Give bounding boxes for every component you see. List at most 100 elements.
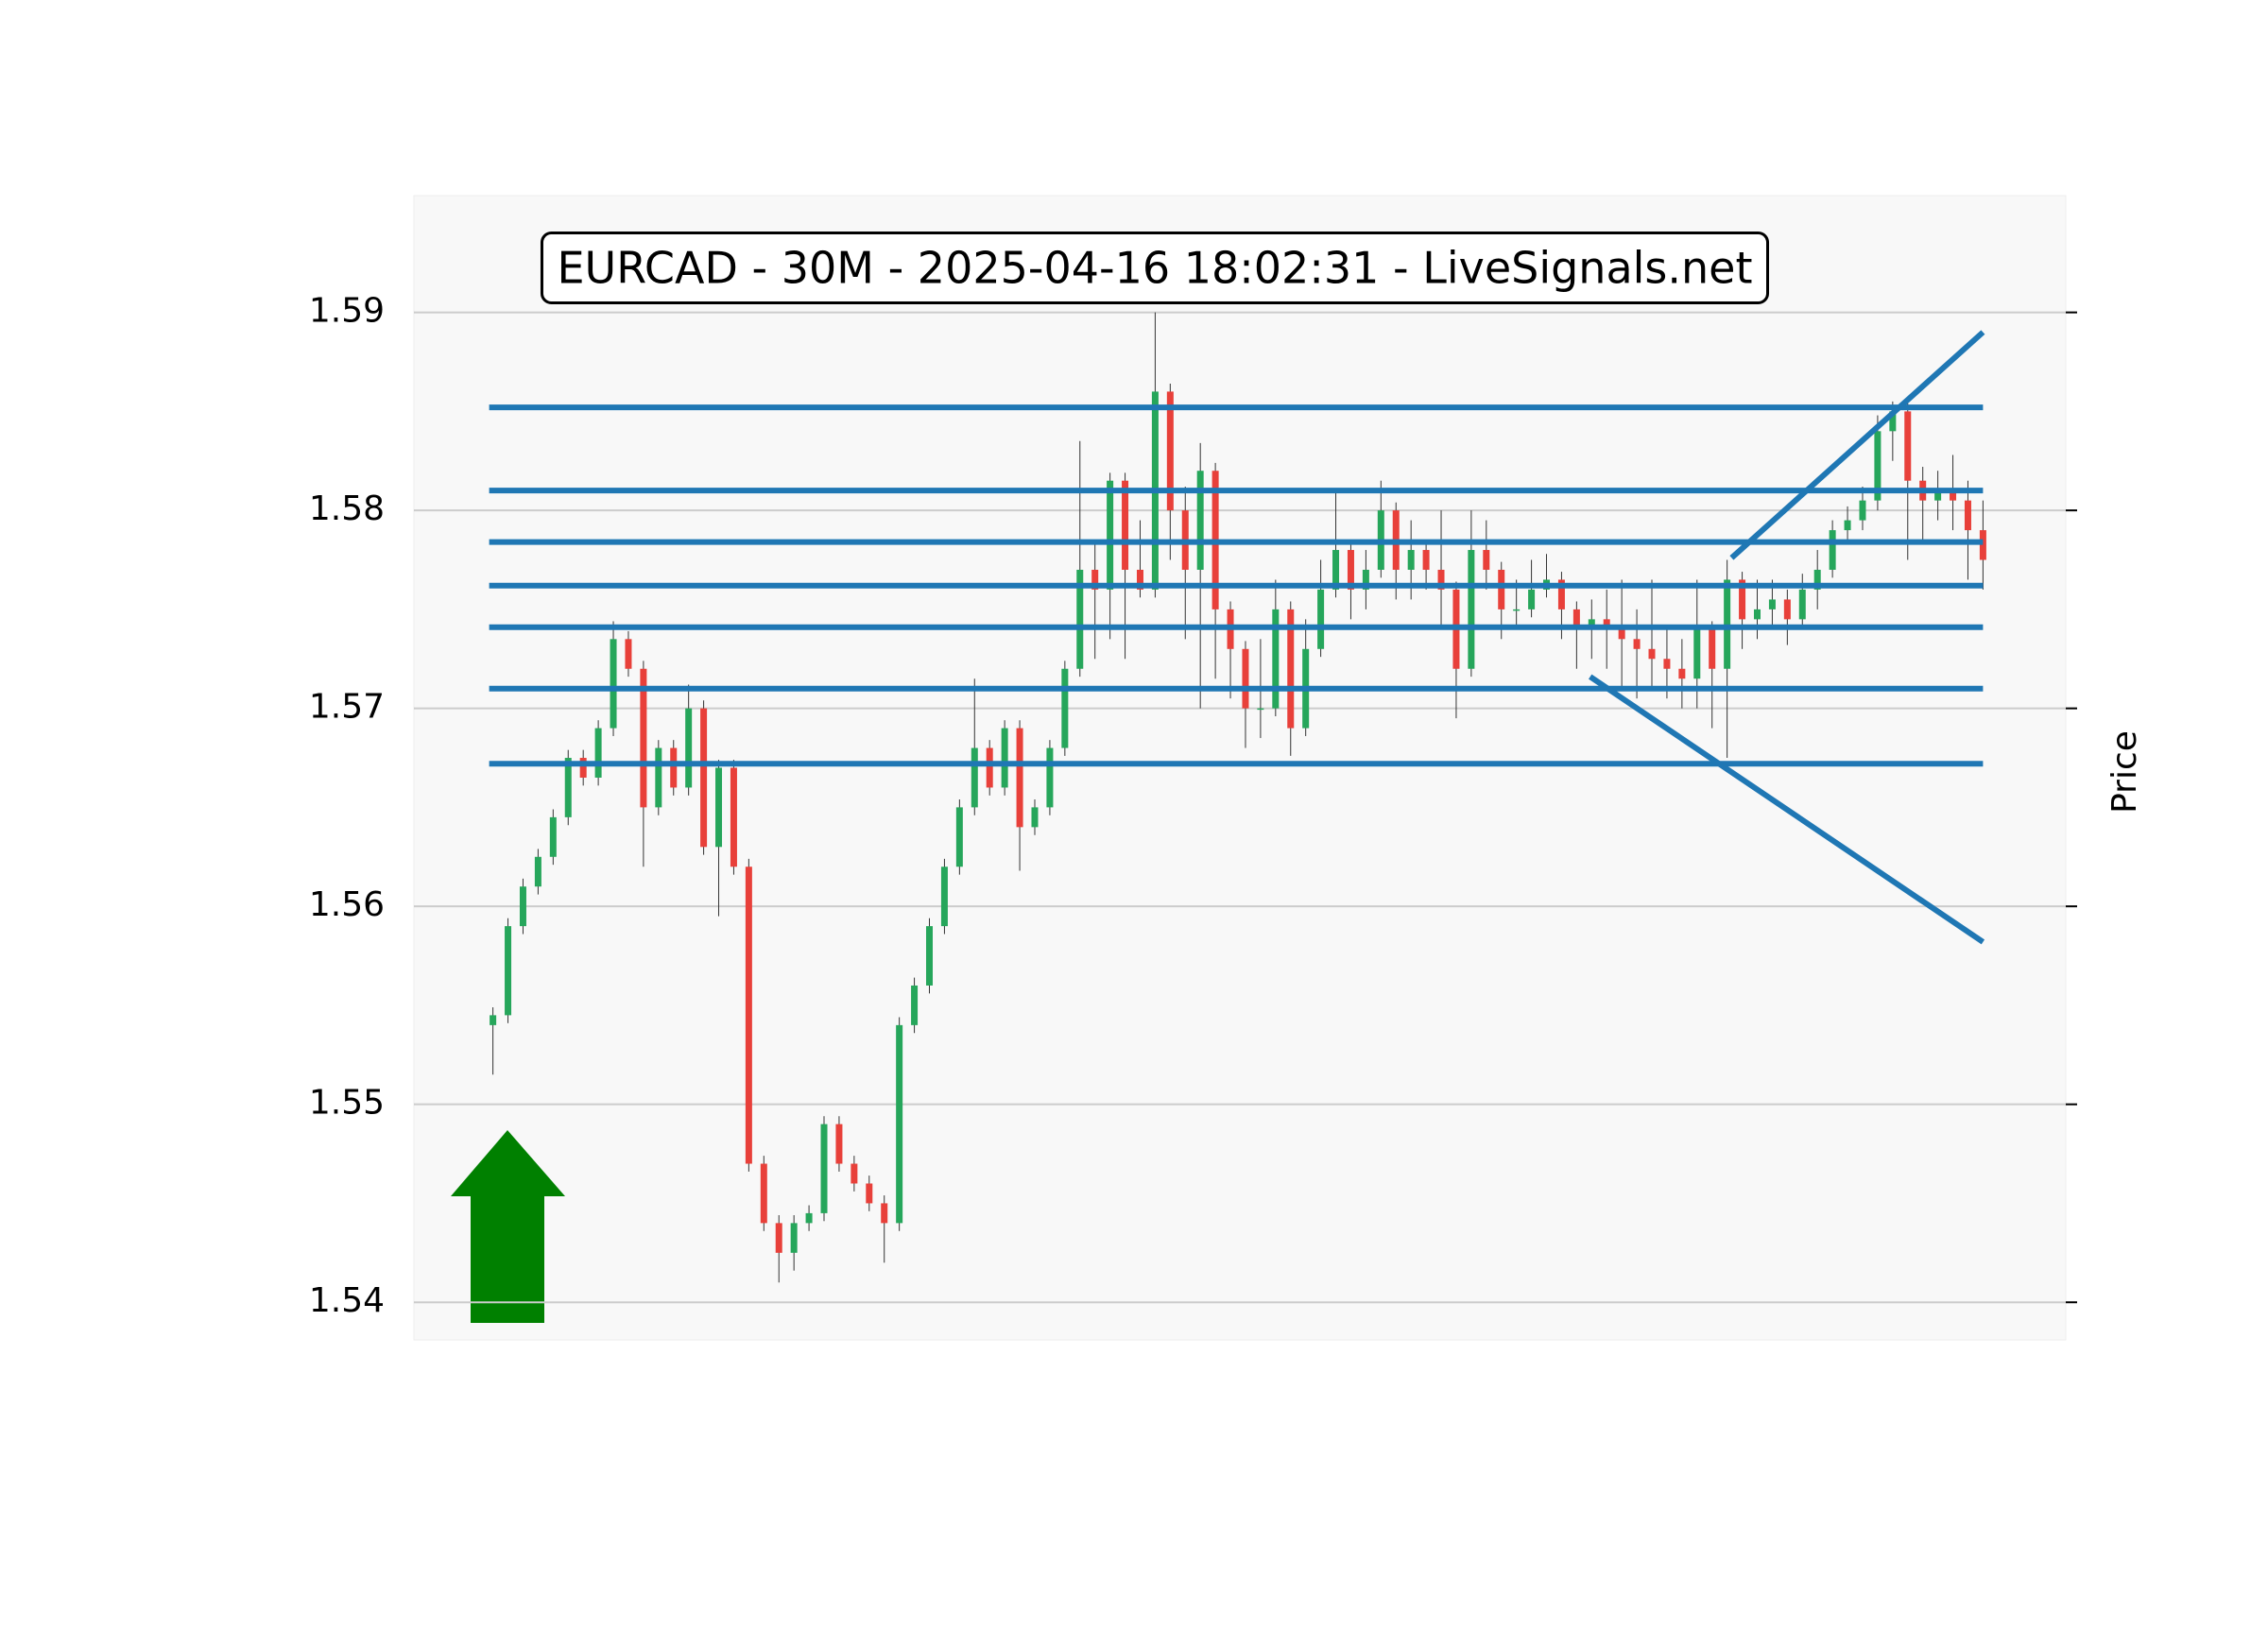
candle-body — [655, 747, 662, 808]
candle-body — [1783, 599, 1791, 620]
candle-body — [926, 926, 934, 986]
candle-body — [579, 758, 587, 778]
candle-body — [1257, 708, 1264, 711]
candle-body — [1107, 480, 1114, 590]
candle — [1347, 541, 1354, 620]
candle — [986, 740, 993, 796]
candle — [1724, 559, 1731, 759]
candle-body — [1603, 619, 1610, 629]
candle-body — [896, 1024, 903, 1224]
candle — [896, 1017, 903, 1231]
candle — [745, 858, 752, 1172]
candle — [805, 1205, 813, 1231]
candle — [1107, 472, 1114, 640]
candle-body — [1859, 500, 1866, 521]
candle-body — [1528, 589, 1536, 609]
candle-body — [1437, 569, 1445, 590]
candle — [926, 918, 934, 994]
candle — [1528, 559, 1536, 618]
candle — [685, 684, 693, 796]
candle-body — [1588, 619, 1595, 629]
candle — [1437, 510, 1445, 629]
candle — [1166, 384, 1174, 560]
candle — [700, 700, 708, 855]
candle — [1061, 661, 1069, 756]
candle — [1813, 550, 1821, 609]
candle — [1483, 520, 1490, 590]
candle-body — [700, 708, 708, 848]
candle — [519, 878, 526, 935]
candle-body — [1422, 550, 1430, 570]
trend-line — [1589, 674, 1985, 945]
candle-body — [1709, 628, 1716, 669]
candle — [625, 630, 632, 678]
candle-body — [715, 767, 723, 848]
candle-body — [670, 747, 678, 788]
candle-body — [1753, 609, 1761, 620]
candle-body — [1633, 639, 1641, 649]
candle-body — [1347, 550, 1354, 590]
candle — [610, 621, 617, 736]
y-axis-label: Price — [2105, 730, 2144, 814]
candle — [1783, 589, 1791, 645]
candle-body — [805, 1212, 813, 1224]
candle-body — [1572, 609, 1580, 629]
candle — [911, 977, 919, 1034]
candle-body — [1272, 609, 1280, 709]
candle — [670, 740, 678, 796]
candle-body — [1016, 728, 1023, 828]
candle-body — [1724, 579, 1731, 669]
candle — [1272, 579, 1280, 717]
candle-body — [549, 816, 557, 857]
candle — [1859, 486, 1866, 531]
candle — [534, 849, 541, 895]
candle-body — [971, 747, 978, 808]
candle-body — [1768, 599, 1776, 609]
candle-body — [534, 856, 541, 887]
candle — [594, 720, 602, 786]
chart-title: EURCAD - 30M - 2025-04-16 18:02:31 - Liv… — [557, 243, 1752, 294]
candle-body — [1362, 569, 1369, 590]
candle-body — [940, 866, 948, 927]
candle-body — [1889, 411, 1897, 432]
candle — [1422, 541, 1430, 590]
candle — [1844, 506, 1851, 540]
candle-body — [835, 1124, 843, 1164]
candle-body — [730, 767, 737, 867]
candle-body — [1317, 589, 1325, 649]
candle-body — [881, 1203, 888, 1224]
candle-body — [1739, 579, 1746, 620]
candle-body — [1242, 648, 1249, 709]
candle-body — [1483, 550, 1490, 570]
candle-body — [1557, 579, 1565, 609]
candle-body — [1904, 411, 1912, 481]
y-tick-label: 1.58 — [309, 489, 385, 528]
candle-body — [1934, 490, 1942, 501]
signal-arrow — [451, 1130, 565, 1323]
candle-body — [986, 747, 993, 788]
candle — [881, 1195, 888, 1263]
candle-body — [1964, 500, 1971, 531]
candle — [1678, 639, 1686, 709]
candle — [1016, 720, 1023, 871]
candle-body — [1031, 807, 1039, 828]
candle — [1874, 415, 1881, 511]
candle-body — [1874, 431, 1881, 501]
candle — [1362, 550, 1369, 609]
candle — [730, 760, 737, 875]
candle-body — [685, 708, 693, 788]
candle-body — [760, 1163, 767, 1224]
candle-body — [564, 758, 572, 817]
y-tick-label: 1.56 — [309, 885, 385, 924]
candle — [1709, 621, 1716, 729]
candle — [1618, 579, 1625, 689]
candle-body — [1468, 550, 1475, 669]
candle — [1964, 480, 1971, 580]
candle-body — [1136, 569, 1143, 590]
candle — [490, 1007, 497, 1075]
candle — [1046, 740, 1054, 815]
candle — [775, 1215, 782, 1283]
candle — [971, 678, 978, 815]
